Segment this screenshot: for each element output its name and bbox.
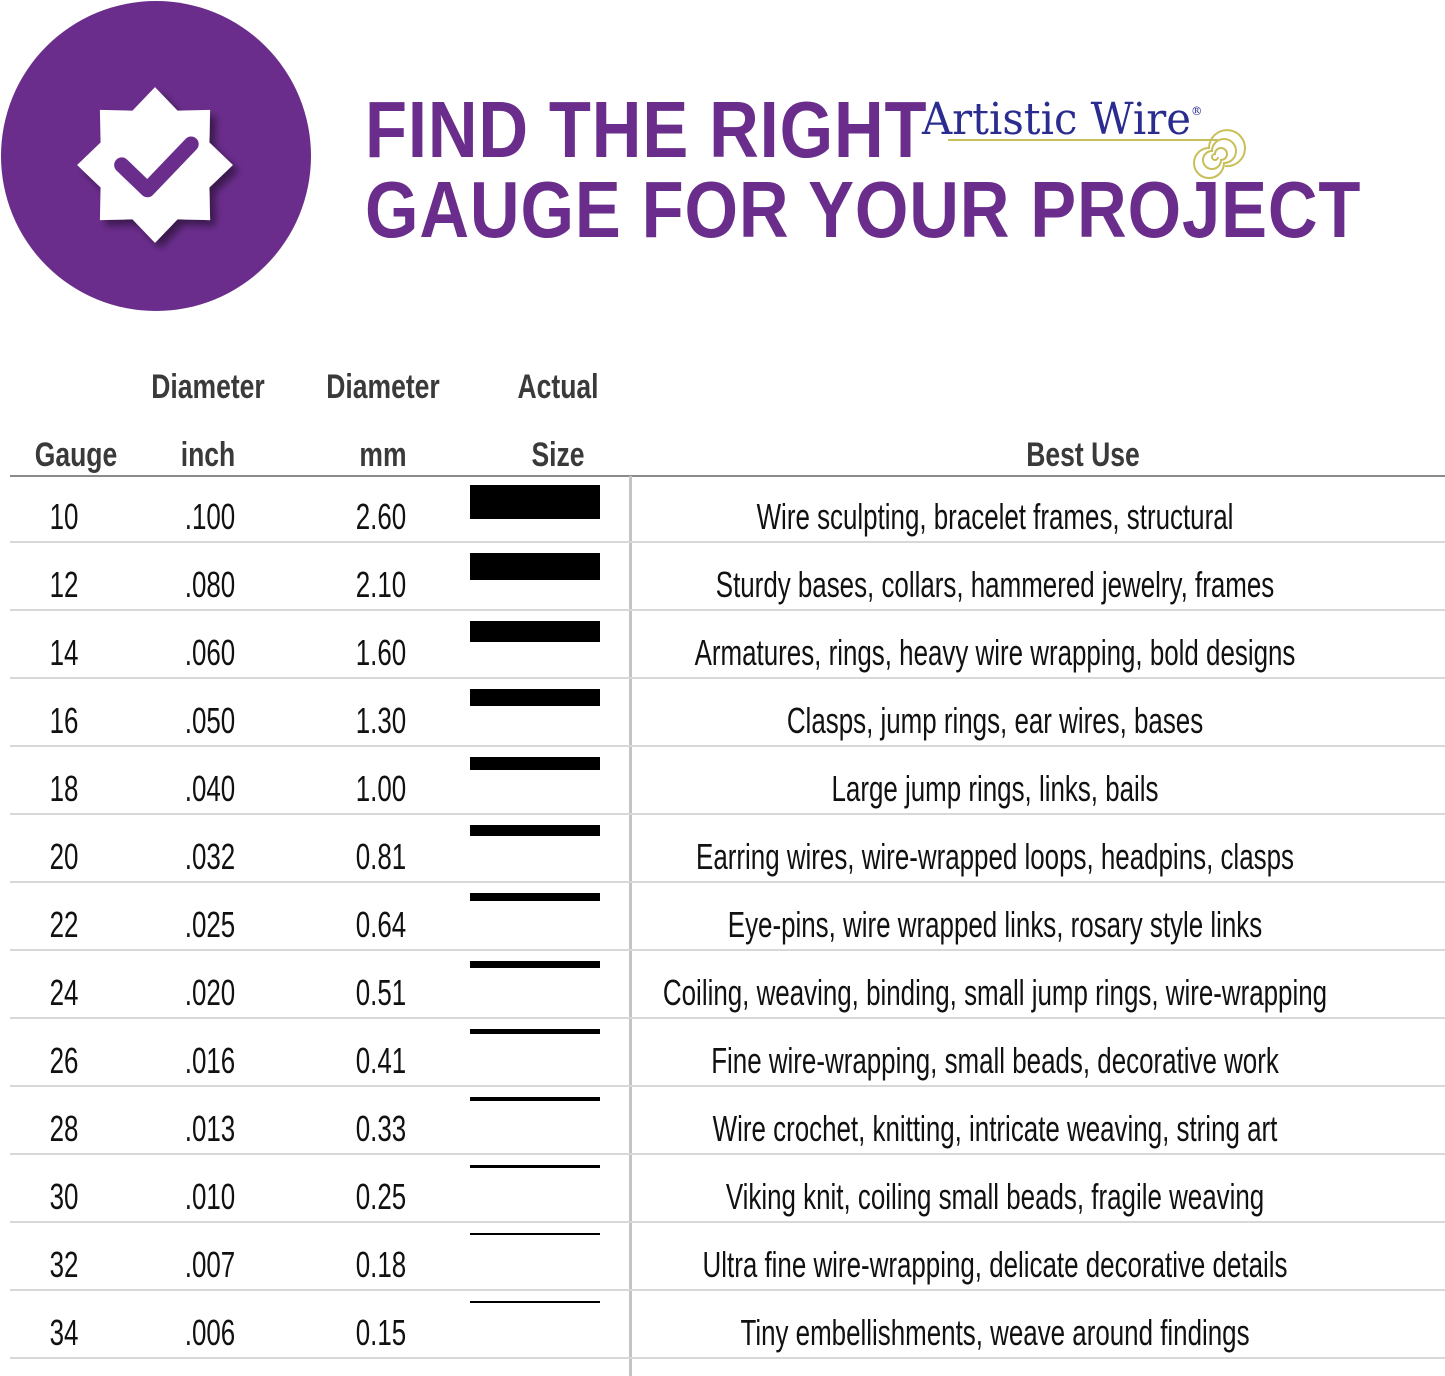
header-size-top: Actual (517, 368, 599, 406)
mm-cell: 0.51 (355, 972, 407, 1013)
row-divider (10, 813, 1445, 815)
row-divider (10, 949, 1445, 951)
header-gauge: Gauge (34, 436, 118, 474)
inch-cell: .006 (184, 1312, 236, 1353)
best-use-cell: Ultra fine wire-wrapping, delicate decor… (702, 1244, 1288, 1285)
gauge-cell: 26 (49, 1040, 79, 1081)
gauge-cell: 28 (49, 1108, 79, 1149)
mm-cell: 0.81 (355, 836, 407, 877)
row-divider (10, 609, 1445, 611)
actual-size-bar (470, 1029, 600, 1035)
actual-size-bar (470, 689, 600, 706)
mm-cell: 1.30 (355, 700, 407, 741)
mm-cell: 1.60 (355, 632, 407, 673)
mm-cell: 0.41 (355, 1040, 407, 1081)
gauge-cell: 24 (49, 972, 79, 1013)
header-mm-top: Diameter (326, 368, 440, 406)
artistic-wire-logo: Artistic Wire® (918, 92, 1248, 182)
inch-cell: .013 (184, 1108, 236, 1149)
verified-badge-check-icon (77, 87, 233, 243)
header-inch: inch (180, 436, 236, 474)
mm-cell: 0.33 (355, 1108, 407, 1149)
inch-cell: .010 (184, 1176, 236, 1217)
registered-mark: ® (1190, 104, 1203, 118)
row-divider (10, 1085, 1445, 1087)
inch-cell: .050 (184, 700, 236, 741)
header-best-use: Best Use (1026, 436, 1140, 474)
row-divider (10, 745, 1445, 747)
best-use-cell: Viking knit, coiling small beads, fragil… (725, 1176, 1265, 1217)
mm-cell: 0.25 (355, 1176, 407, 1217)
mm-cell: 1.00 (355, 768, 407, 809)
inch-cell: .060 (184, 632, 236, 673)
title-line-1: FIND THE RIGHT (365, 85, 928, 174)
best-use-cell: Eye-pins, wire wrapped links, rosary sty… (727, 904, 1263, 945)
gauge-cell: 10 (49, 496, 79, 537)
actual-size-bar (470, 1233, 600, 1236)
best-use-cell: Wire crochet, knitting, intricate weavin… (712, 1108, 1278, 1149)
gauge-cell: 32 (49, 1244, 79, 1285)
header-size: Size (531, 436, 585, 474)
best-use-cell: Tiny embellishments, weave around findin… (740, 1312, 1250, 1353)
gauge-cell: 30 (49, 1176, 79, 1217)
header-inch-top: Diameter (151, 368, 265, 406)
best-use-cell: Clasps, jump rings, ear wires, bases (786, 700, 1204, 741)
mm-cell: 2.60 (355, 496, 407, 537)
gauge-cell: 16 (49, 700, 79, 741)
actual-size-bar (470, 961, 600, 968)
inch-cell: .040 (184, 768, 236, 809)
mm-cell: 0.64 (355, 904, 407, 945)
row-divider (10, 1017, 1445, 1019)
gauge-cell: 14 (49, 632, 79, 673)
row-divider (10, 1289, 1445, 1291)
logo-text: Artistic Wire (922, 94, 1191, 145)
actual-size-bar (470, 485, 600, 519)
row-divider (10, 541, 1445, 543)
row-divider (10, 1153, 1445, 1155)
mm-cell: 0.15 (355, 1312, 407, 1353)
best-use-cell: Wire sculpting, bracelet frames, structu… (756, 496, 1234, 537)
gauge-cell: 12 (49, 564, 79, 605)
inch-cell: .020 (184, 972, 236, 1013)
header-mm: mm (359, 436, 407, 474)
best-use-cell: Armatures, rings, heavy wire wrapping, b… (694, 632, 1296, 673)
actual-size-bar (470, 1097, 600, 1102)
column-divider (629, 476, 632, 1376)
mm-cell: 0.18 (355, 1244, 407, 1285)
gauge-cell: 22 (49, 904, 79, 945)
row-divider (10, 1357, 1445, 1359)
gauge-cell: 20 (49, 836, 79, 877)
row-divider (10, 1221, 1445, 1223)
actual-size-bar (470, 1165, 600, 1169)
best-use-cell: Earring wires, wire-wrapped loops, headp… (696, 836, 1294, 877)
inch-cell: .032 (184, 836, 236, 877)
spiral-icon (948, 129, 1246, 179)
row-divider (10, 677, 1445, 679)
inch-cell: .025 (184, 904, 236, 945)
row-divider (10, 881, 1445, 883)
inch-cell: .016 (184, 1040, 236, 1081)
best-use-cell: Fine wire-wrapping, small beads, decorat… (711, 1040, 1279, 1081)
gauge-cell: 18 (49, 768, 79, 809)
actual-size-bar (470, 1301, 600, 1303)
best-use-cell: Coiling, weaving, binding, small jump ri… (662, 972, 1328, 1013)
title-line-2: GAUGE FOR YOUR PROJECT (365, 165, 1362, 254)
inch-cell: .100 (184, 496, 236, 537)
actual-size-bar (470, 757, 600, 770)
inch-cell: .080 (184, 564, 236, 605)
actual-size-bar (470, 825, 600, 836)
gauge-cell: 34 (49, 1312, 79, 1353)
actual-size-bar (470, 621, 600, 642)
inch-cell: .007 (184, 1244, 236, 1285)
header-divider (10, 475, 1445, 477)
best-use-cell: Sturdy bases, collars, hammered jewelry,… (715, 564, 1275, 605)
best-use-cell: Large jump rings, links, bails (831, 768, 1159, 809)
actual-size-bar (470, 553, 600, 581)
mm-cell: 2.10 (355, 564, 407, 605)
actual-size-bar (470, 893, 600, 902)
